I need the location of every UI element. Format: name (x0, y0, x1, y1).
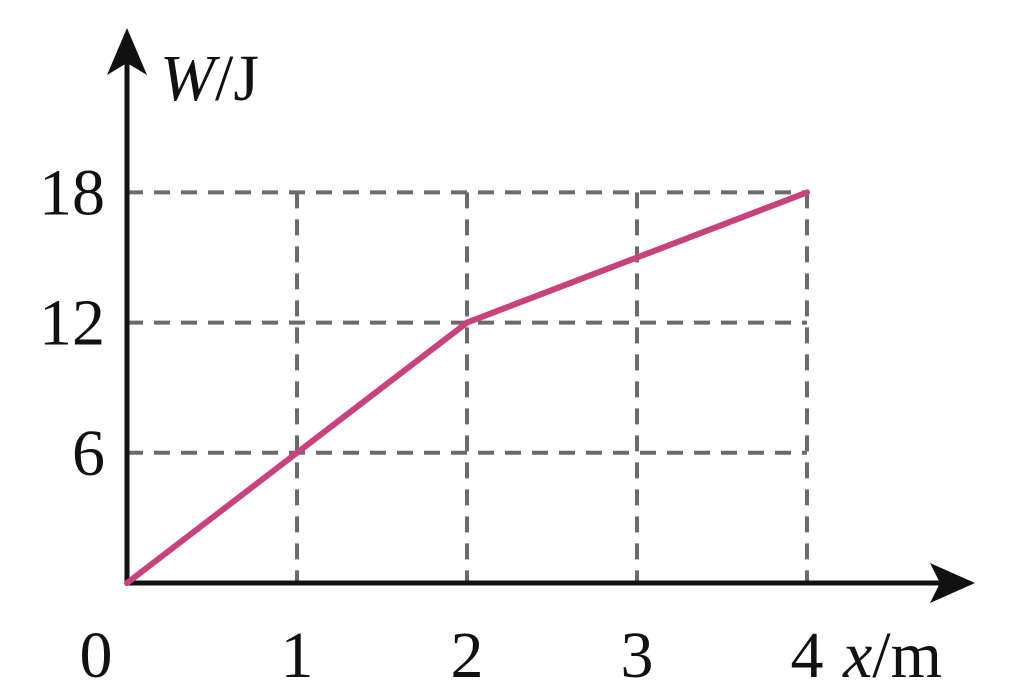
series-line (124, 189, 810, 586)
y-axis-label: W/J (160, 42, 259, 115)
x-axis-unit: /m (872, 619, 942, 692)
x-axis-label: x/m (842, 619, 942, 692)
x-tick-label: 1 (281, 619, 314, 692)
y-tick-label: 12 (39, 287, 105, 360)
x-tick-label: 2 (451, 619, 484, 692)
y-tick-label: 6 (72, 417, 105, 490)
x-axis-variable: x (842, 619, 872, 692)
y-axis-arrow-icon (107, 28, 147, 75)
y-axis-variable: W (160, 42, 220, 115)
axes (107, 28, 975, 603)
grid-lines (127, 190, 809, 583)
x-tick-label: 3 (621, 619, 654, 692)
x-axis-arrow-icon (930, 563, 975, 603)
origin-label: 0 (80, 619, 113, 692)
x-tick-label: 4 (791, 619, 824, 692)
y-axis-unit: /J (215, 42, 259, 115)
y-tick-label: 18 (39, 156, 105, 229)
series-layer (124, 189, 810, 586)
